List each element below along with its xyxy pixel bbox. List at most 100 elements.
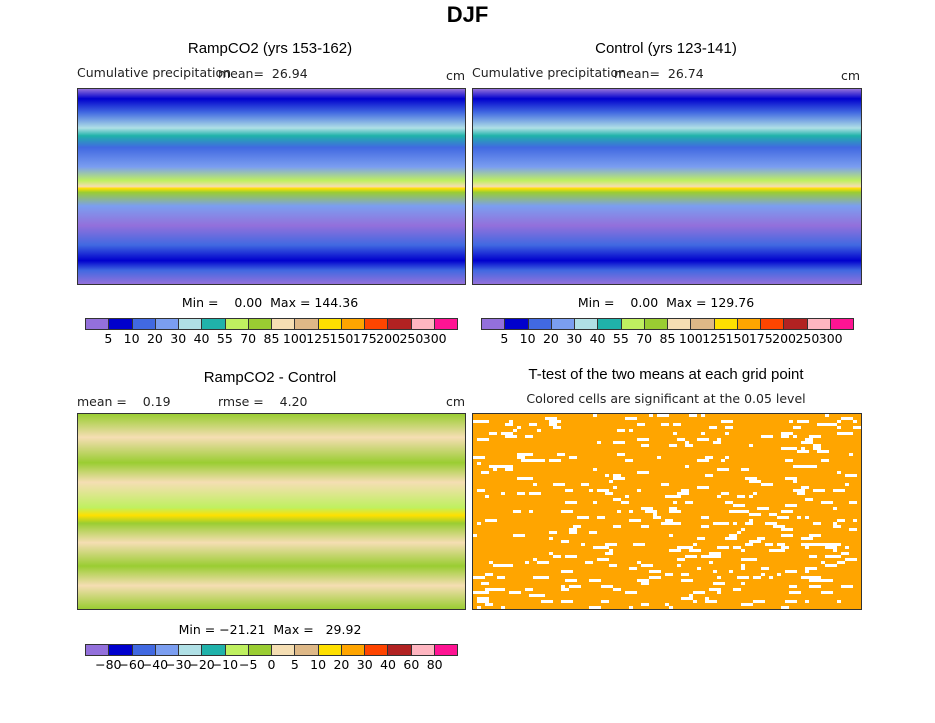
insignificant-cell [705, 456, 713, 459]
insignificant-cell [841, 552, 849, 555]
insignificant-cell [641, 525, 649, 528]
insignificant-cell [581, 543, 585, 546]
insignificant-cell [605, 474, 609, 477]
colorbar-tick-label: 20 [542, 331, 559, 346]
insignificant-cell [657, 414, 669, 417]
colorbar-tick-label: 10 [310, 657, 327, 672]
insignificant-cell [845, 474, 857, 477]
insignificant-cell [597, 558, 609, 561]
colorbar-tick-label: 125 [306, 331, 331, 346]
insignificant-cell [505, 435, 517, 438]
insignificant-cell [501, 465, 513, 468]
insignificant-cell [701, 414, 705, 417]
insignificant-cell [705, 600, 717, 603]
insignificant-cell [793, 426, 801, 429]
insignificant-cell [653, 516, 661, 519]
insignificant-cell [613, 441, 625, 444]
insignificant-cell [805, 546, 809, 549]
insignificant-cell [717, 438, 721, 441]
panel-ttest-title: T-test of the two means at each grid poi… [528, 366, 804, 383]
insignificant-cell [649, 570, 661, 573]
insignificant-cell [473, 591, 477, 594]
insignificant-cell [721, 522, 729, 525]
colorbar-swatch [272, 319, 296, 329]
colorbar-swatch [621, 319, 645, 329]
insignificant-cell [749, 480, 761, 483]
insignificant-cell [549, 423, 557, 426]
insignificant-cell [785, 504, 797, 507]
insignificant-cell [517, 477, 525, 480]
colorbar-tick-label: 150 [725, 331, 750, 346]
insignificant-cell [733, 504, 745, 507]
insignificant-cell [553, 420, 561, 423]
insignificant-cell [633, 543, 645, 546]
insignificant-cell [569, 531, 577, 534]
colorbar-swatch [482, 319, 506, 329]
colorbar-tick-label: 100 [678, 331, 703, 346]
insignificant-cell [553, 555, 561, 558]
insignificant-cell [741, 468, 749, 471]
panel-diff-mean: mean = 0.19 [77, 394, 171, 409]
insignificant-cell [541, 600, 553, 603]
insignificant-cell [697, 459, 709, 462]
insignificant-cell [737, 531, 741, 534]
insignificant-cell [709, 555, 721, 558]
insignificant-cell [477, 522, 481, 525]
insignificant-cell [853, 420, 857, 423]
insignificant-cell [785, 459, 793, 462]
insignificant-cell [617, 510, 621, 513]
precip-colorbar-2 [481, 318, 854, 330]
colorbar-tick-label: 20 [333, 657, 350, 672]
insignificant-cell [677, 564, 681, 567]
colorbar-swatch [411, 645, 435, 655]
insignificant-cell [673, 522, 681, 525]
insignificant-cell [593, 501, 597, 504]
insignificant-cell [477, 600, 489, 603]
insignificant-cell [769, 549, 781, 552]
ttest-significance-map [472, 413, 862, 610]
insignificant-cell [721, 459, 725, 462]
insignificant-cell [809, 435, 813, 438]
insignificant-cell [493, 564, 505, 567]
insignificant-cell [537, 429, 541, 432]
insignificant-cell [473, 534, 477, 537]
colorbar-swatch [132, 319, 156, 329]
insignificant-cell [837, 420, 841, 423]
colorbar-tick-label: 40 [589, 331, 606, 346]
insignificant-cell [629, 519, 641, 522]
insignificant-cell [741, 558, 753, 561]
insignificant-cell [689, 594, 693, 597]
colorbar-swatch [155, 645, 179, 655]
insignificant-cell [685, 465, 689, 468]
insignificant-cell [649, 576, 661, 579]
insignificant-cell [813, 447, 821, 450]
colorbar-tick-label: 200 [376, 331, 400, 346]
panel-diff-minmax: Min = −21.21 Max = 29.92 [178, 622, 362, 637]
insignificant-cell [853, 519, 857, 522]
insignificant-cell [577, 516, 589, 519]
insignificant-cell [665, 519, 673, 522]
insignificant-cell [589, 489, 593, 492]
insignificant-cell [501, 606, 505, 609]
insignificant-cell [737, 576, 749, 579]
insignificant-cell [613, 477, 625, 480]
insignificant-cell [725, 432, 729, 435]
insignificant-cell [681, 489, 689, 492]
insignificant-cell [625, 501, 629, 504]
insignificant-cell [825, 423, 837, 426]
insignificant-cell [477, 420, 489, 423]
colorbar-tick-label: 200 [772, 331, 796, 346]
insignificant-cell [717, 468, 729, 471]
insignificant-cell [741, 528, 745, 531]
colorbar-swatch [86, 319, 110, 329]
colorbar-swatch [179, 319, 203, 329]
colorbar-tick-label: 5 [290, 657, 299, 672]
insignificant-cell [677, 546, 689, 549]
insignificant-cell [637, 489, 641, 492]
insignificant-cell [693, 591, 705, 594]
insignificant-cell [521, 477, 533, 480]
panel-diff-units: cm [446, 394, 466, 409]
insignificant-cell [649, 414, 653, 417]
insignificant-cell [797, 492, 805, 495]
insignificant-cell [817, 423, 829, 426]
